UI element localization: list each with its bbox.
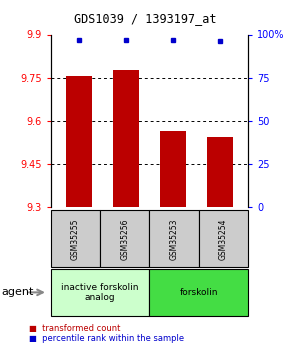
- Bar: [160, 131, 186, 207]
- Bar: [207, 137, 233, 207]
- Text: agent: agent: [1, 287, 34, 297]
- Text: GSM35255: GSM35255: [71, 218, 80, 260]
- Text: GSM35256: GSM35256: [120, 218, 129, 260]
- Text: ■  percentile rank within the sample: ■ percentile rank within the sample: [29, 334, 184, 343]
- Text: GSM35254: GSM35254: [219, 218, 228, 260]
- Text: forskolin: forskolin: [180, 288, 218, 297]
- Text: inactive forskolin
analog: inactive forskolin analog: [61, 283, 139, 302]
- Text: GSM35253: GSM35253: [169, 218, 179, 260]
- Text: ■  transformed count: ■ transformed count: [29, 324, 120, 333]
- Text: GDS1039 / 1393197_at: GDS1039 / 1393197_at: [74, 12, 216, 25]
- Bar: [113, 70, 139, 207]
- Bar: [66, 76, 92, 207]
